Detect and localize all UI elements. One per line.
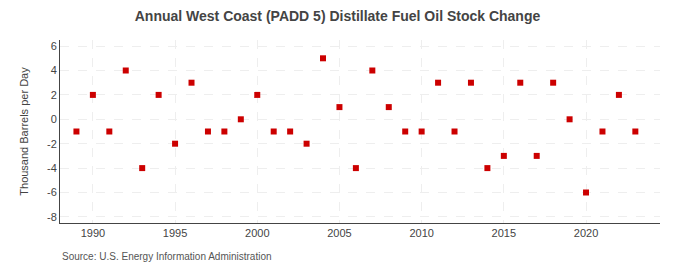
svg-text:-4: -4 [47, 162, 57, 174]
svg-text:2005: 2005 [327, 227, 351, 239]
svg-text:-6: -6 [47, 186, 57, 198]
svg-text:2010: 2010 [409, 227, 433, 239]
svg-text:2: 2 [51, 89, 57, 101]
svg-text:-2: -2 [47, 138, 57, 150]
svg-text:2000: 2000 [245, 227, 269, 239]
svg-text:1990: 1990 [81, 227, 105, 239]
svg-text:6: 6 [51, 40, 57, 52]
svg-text:Thousand Barrels per Day: Thousand Barrels per Day [18, 67, 30, 196]
svg-text:4: 4 [51, 64, 57, 76]
svg-text:-8: -8 [47, 211, 57, 223]
svg-text:2020: 2020 [574, 227, 598, 239]
svg-text:1995: 1995 [163, 227, 187, 239]
svg-text:0: 0 [51, 113, 57, 125]
svg-text:Annual West Coast (PADD 5) Dis: Annual West Coast (PADD 5) Distillate Fu… [135, 8, 541, 24]
svg-text:Source: U.S. Energy Informatio: Source: U.S. Energy Information Administ… [62, 251, 272, 262]
svg-text:2015: 2015 [492, 227, 516, 239]
